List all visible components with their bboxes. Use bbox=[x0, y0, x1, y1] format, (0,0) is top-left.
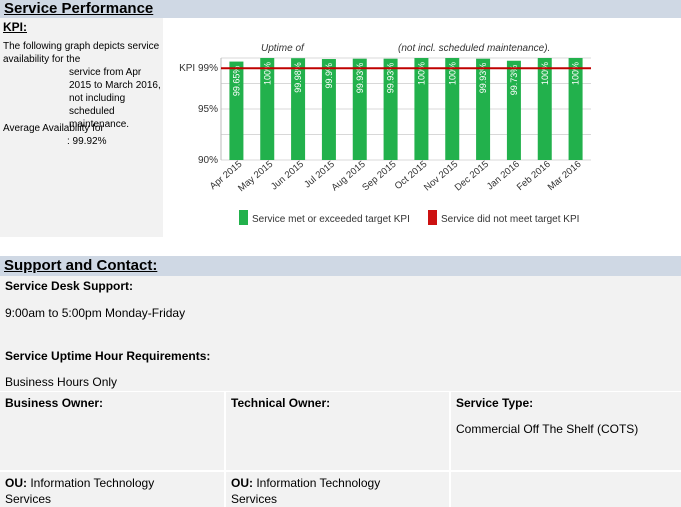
chart-grid bbox=[220, 57, 591, 161]
chart-bar bbox=[352, 58, 367, 160]
uptime-requirements-value: Business Hours Only bbox=[5, 375, 118, 389]
technical-ou: OU: Information Technology Services bbox=[231, 475, 380, 507]
chart-bar bbox=[383, 58, 398, 160]
uptime-requirements-label: Service Uptime Hour Requirements: bbox=[5, 349, 211, 363]
chart-bar-value-label: 100% bbox=[447, 62, 457, 85]
service-type-value: Commercial Off The Shelf (COTS) bbox=[456, 422, 639, 436]
technical-ou-cell bbox=[226, 472, 449, 507]
uptime-chart: Uptime of (not incl. scheduled maintenan… bbox=[179, 43, 591, 225]
support-contact-header bbox=[0, 256, 681, 276]
chart-legend: Service met or exceeded target KPI Servic… bbox=[239, 210, 579, 225]
technical-ou-label: OU: bbox=[231, 476, 253, 490]
business-owner-label: Business Owner: bbox=[5, 396, 104, 410]
chart-bar-value-label: 100% bbox=[262, 62, 272, 85]
chart-x-tick-label: May 2015 bbox=[236, 159, 275, 194]
service-type-label: Service Type: bbox=[456, 396, 534, 410]
chart-bar bbox=[476, 58, 491, 160]
service-performance-header bbox=[0, 0, 681, 18]
technical-owner-cell bbox=[226, 392, 449, 470]
business-ou-value: Information Technology bbox=[27, 476, 155, 490]
chart-bar-value-label: 99.93% bbox=[478, 63, 488, 94]
chart-x-tick-label: Feb 2016 bbox=[515, 159, 553, 193]
chart-bar-value-label: 99.9% bbox=[324, 63, 334, 89]
support-panel bbox=[0, 276, 681, 391]
business-ou-cell bbox=[0, 472, 224, 507]
chart-bar-value-label: 99.98% bbox=[293, 62, 303, 93]
chart-y-axis: KPI 99% 95% 90% bbox=[179, 63, 218, 166]
chart-bar-value-label: 99.65% bbox=[231, 66, 241, 97]
chart-bars: 99.65% 100% 99.98% 99.9% 99.93% 99.93% 100% 100… bbox=[221, 58, 591, 160]
chart-title-right: (not incl. scheduled maintenance). bbox=[398, 43, 550, 54]
kpi-description-line2: service from Apr 2015 to March 2016, not… bbox=[69, 67, 161, 130]
chart-bar-value-label: 100% bbox=[571, 62, 581, 85]
chart-x-tick-label: Sep 2015 bbox=[360, 159, 398, 194]
chart-x-tick-label: Dec 2015 bbox=[453, 159, 491, 194]
technical-ou-value-2: Services bbox=[231, 492, 278, 506]
blank-ou-cell bbox=[451, 472, 681, 507]
service-performance-title: Service Performance bbox=[4, 0, 154, 17]
chart-title-left: Uptime of bbox=[261, 43, 305, 54]
legend-label: Service met or exceeded target KPI bbox=[252, 214, 410, 225]
chart-bar bbox=[537, 58, 552, 160]
chart-bar bbox=[506, 60, 521, 160]
chart-bar bbox=[414, 58, 429, 160]
service-desk-label: Service Desk Support: bbox=[5, 279, 134, 293]
service-desk-hours: 9:00am to 5:00pm Monday-Friday bbox=[5, 306, 186, 320]
chart-bar-value-label: 99.93% bbox=[355, 63, 365, 94]
chart-bar bbox=[291, 58, 306, 160]
business-ou: OU: Information Technology Services bbox=[5, 475, 154, 507]
chart-x-tick-label: Mar 2016 bbox=[546, 159, 584, 193]
chart-y-tick-label: KPI 99% bbox=[179, 63, 218, 74]
business-ou-label: OU: bbox=[5, 476, 27, 490]
legend-label: Service did not meet target KPI bbox=[441, 214, 579, 225]
chart-y-tick-label: 95% bbox=[198, 104, 218, 115]
chart-bar-value-label: 99.93% bbox=[386, 63, 396, 94]
chart-bar bbox=[229, 61, 244, 160]
kpi-description-line1: The following graph depicts service avai… bbox=[3, 41, 160, 65]
chart-bar-value-label: 99.73% bbox=[509, 65, 519, 96]
average-availability: Average Availability for : 99.92% bbox=[3, 122, 161, 148]
chart-bar bbox=[568, 58, 583, 160]
chart-y-tick-label: 90% bbox=[198, 155, 218, 166]
technical-owner-label: Technical Owner: bbox=[231, 396, 331, 410]
kpi-label: KPI: bbox=[3, 20, 27, 34]
average-availability-label: Average Availability for bbox=[3, 123, 104, 134]
technical-ou-value: Information Technology bbox=[253, 476, 381, 490]
legend-swatch bbox=[428, 210, 437, 225]
service-type-cell bbox=[451, 392, 681, 470]
legend-swatch bbox=[239, 210, 248, 225]
support-contact-title: Support and Contact: bbox=[4, 257, 158, 274]
chart-bar-value-label: 100% bbox=[416, 62, 426, 85]
average-availability-value: : 99.92% bbox=[67, 136, 107, 147]
chart-bar bbox=[321, 59, 336, 160]
kpi-description-panel bbox=[0, 18, 163, 237]
chart-x-tick-label: Jun 2015 bbox=[269, 159, 306, 193]
chart-bar-value-label: 100% bbox=[540, 62, 550, 85]
chart-bar bbox=[260, 58, 275, 160]
business-owner-cell bbox=[0, 392, 224, 470]
chart-bar bbox=[445, 58, 460, 160]
business-ou-value-2: Services bbox=[5, 492, 52, 506]
kpi-description: The following graph depicts service avai… bbox=[3, 40, 161, 131]
